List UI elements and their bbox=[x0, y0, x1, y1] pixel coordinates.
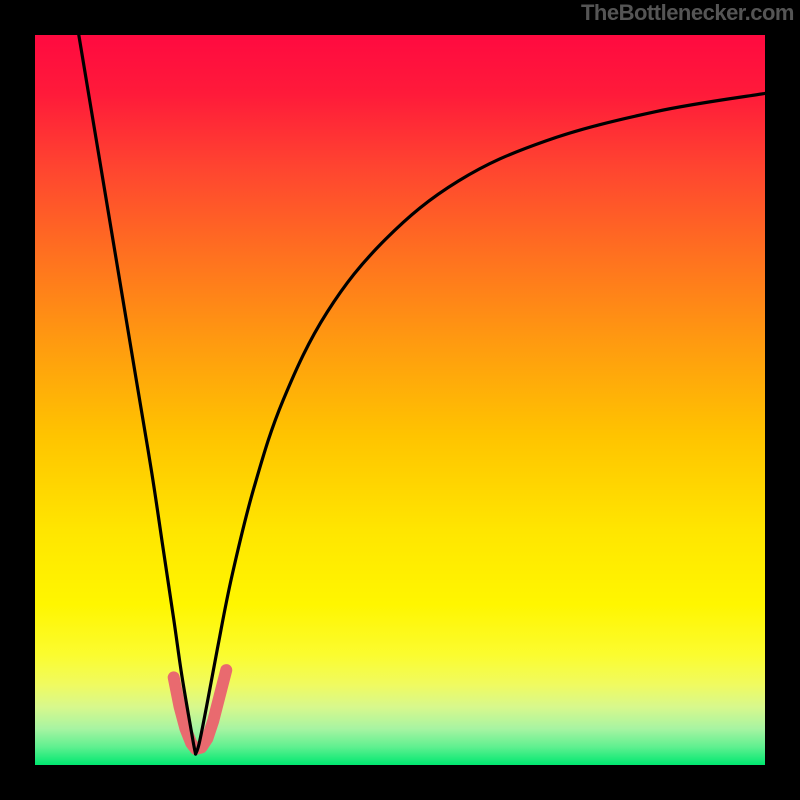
figure-root: TheBottlenecker.com bbox=[0, 0, 800, 800]
chart-svg bbox=[35, 35, 765, 765]
gradient-background bbox=[35, 35, 765, 765]
plot-area bbox=[35, 35, 765, 765]
watermark-text: TheBottlenecker.com bbox=[581, 0, 794, 26]
